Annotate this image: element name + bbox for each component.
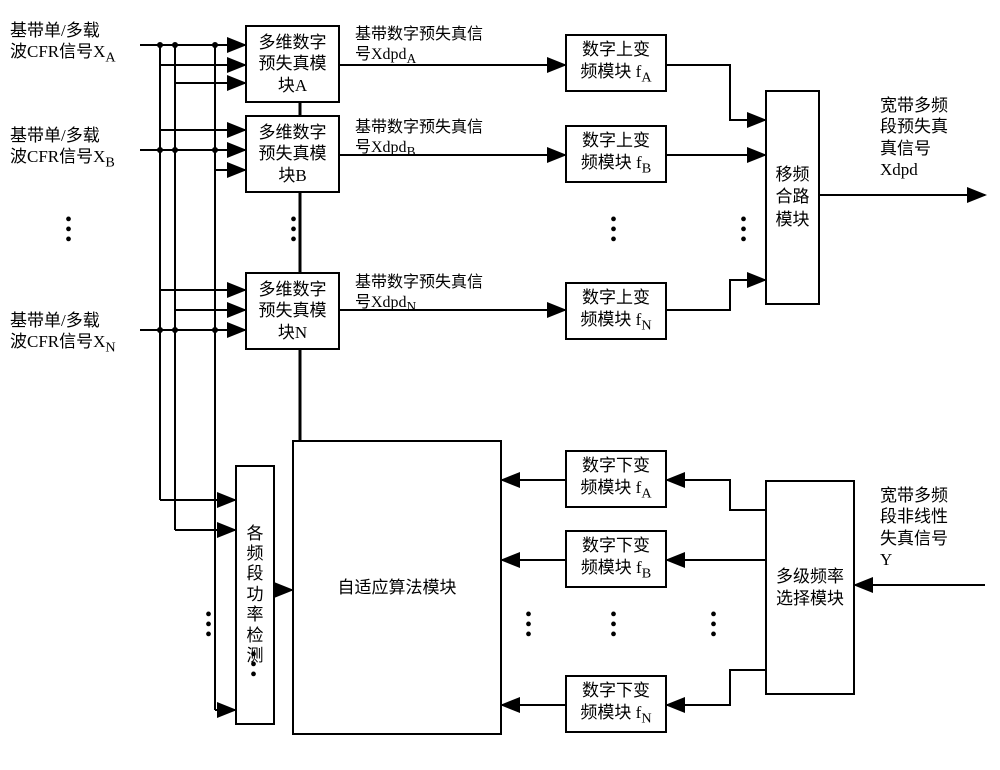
mid-label-b: 基带数字预失真信号XdpdB [355,118,535,161]
block-power-det: 各频段功率检测 [235,465,275,725]
block-duc-b: 数字上变频模块 fB [565,125,667,183]
block-ddc-a: 数字下变频模块 fA [565,450,667,508]
block-ddc-b: 数字下变频模块 fB [565,530,667,588]
input-label-xa: 基带单/多载波CFR信号XA [10,20,140,67]
input-label-y: 宽带多频段非线性失真信号Y [880,485,980,570]
vdots-icon: ••• [740,215,747,245]
block-dpd-b: 多维数字预失真模块B [245,115,340,193]
output-label: 宽带多频段预失真真信号Xdpd [880,95,980,180]
input-label-xb: 基带单/多载波CFR信号XB [10,125,140,172]
block-freq-sel: 多级频率选择模块 [765,480,855,695]
block-adaptive: 自适应算法模块 [292,440,502,735]
vdots-icon: ••• [205,610,212,640]
block-duc-a: 数字上变频模块 fA [565,34,667,92]
block-combiner: 移频合路模块 [765,90,820,305]
vdots-icon: ••• [525,610,532,640]
block-duc-n: 数字上变频模块 fN [565,282,667,340]
vdots-icon: ••• [250,650,257,680]
vdots-icon: ••• [710,610,717,640]
input-label-xn: 基带单/多载波CFR信号XN [10,310,140,357]
vdots-icon: ••• [65,215,72,245]
mid-label-n: 基带数字预失真信号XdpdN [355,273,535,316]
diagram-canvas: 基带单/多载波CFR信号XA 基带单/多载波CFR信号XB 基带单/多载波CFR… [10,10,990,760]
block-dpd-a: 多维数字预失真模块A [245,25,340,103]
block-ddc-n: 数字下变频模块 fN [565,675,667,733]
block-dpd-n: 多维数字预失真模块N [245,272,340,350]
vdots-icon: ••• [610,610,617,640]
vdots-icon: ••• [290,215,297,245]
vdots-icon: ••• [610,215,617,245]
mid-label-a: 基带数字预失真信号XdpdA [355,25,535,68]
